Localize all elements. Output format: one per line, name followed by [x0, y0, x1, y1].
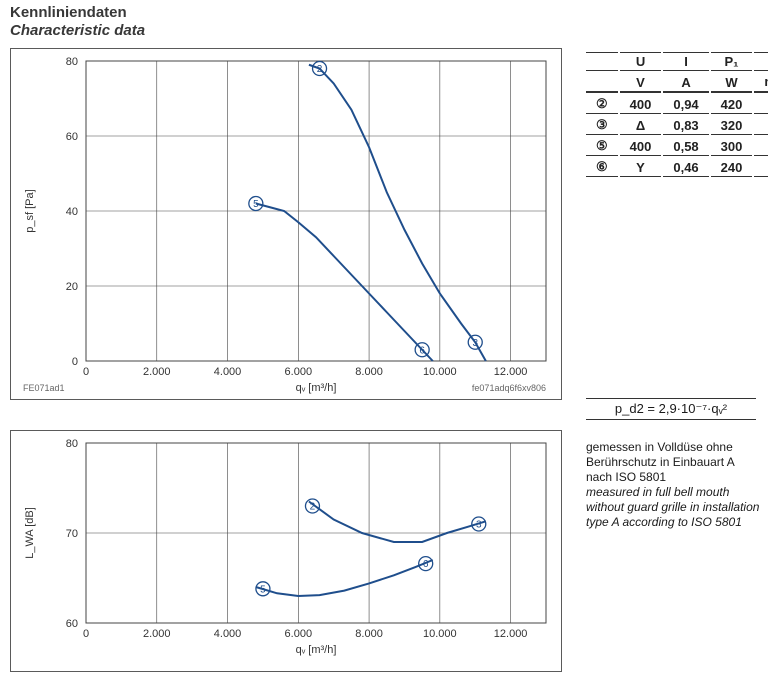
svg-text:60: 60 [66, 131, 78, 143]
col-P: P₁ [711, 52, 753, 71]
svg-text:FE071ad1: FE071ad1 [23, 383, 65, 393]
svg-text:80: 80 [66, 56, 78, 68]
svg-text:3: 3 [476, 520, 482, 531]
svg-text:6.000: 6.000 [285, 628, 313, 640]
table-row: ⑤4000,58300510 [586, 137, 768, 156]
svg-text:12.000: 12.000 [494, 628, 528, 640]
svg-text:3: 3 [472, 338, 478, 349]
svg-text:12.000: 12.000 [494, 366, 528, 378]
svg-text:8.000: 8.000 [355, 366, 383, 378]
title-en: Characteristic data [10, 22, 145, 39]
svg-text:5: 5 [253, 199, 259, 210]
svg-text:4.000: 4.000 [214, 628, 242, 640]
svg-text:fe071adq6f6xv806: fe071adq6f6xv806 [472, 383, 546, 393]
table-row: ⑥Y0,46240600 [586, 158, 768, 177]
unit-U: V [620, 73, 662, 93]
unit-P: W [711, 73, 753, 93]
svg-text:2.000: 2.000 [143, 628, 171, 640]
characteristic-table: U I P₁ n V A W min⁻¹ ②4000,94420680 ③Δ0,8… [584, 50, 768, 179]
svg-text:0: 0 [83, 366, 89, 378]
pressure-chart: 0 2.000 4.000 6.000 8.000 10.000 12.000 0 20 40 60… [10, 48, 562, 400]
formula-box: p_d2 = 2,9·10⁻⁷·qᵥ² [586, 398, 756, 420]
svg-text:L_WA [dB]: L_WA [dB] [24, 507, 36, 559]
svg-text:6.000: 6.000 [285, 366, 313, 378]
svg-text:6: 6 [423, 559, 429, 570]
table-row: ②4000,94420680 [586, 95, 768, 114]
unit-I: A [663, 73, 708, 93]
svg-text:4.000: 4.000 [214, 366, 242, 378]
title-de: Kennliniendaten [10, 4, 127, 21]
col-I: I [663, 52, 708, 71]
unit-n: min⁻¹ [754, 73, 768, 93]
svg-text:5: 5 [260, 584, 266, 595]
svg-text:0: 0 [72, 356, 78, 368]
svg-text:10.000: 10.000 [423, 628, 457, 640]
svg-text:8.000: 8.000 [355, 628, 383, 640]
svg-text:2.000: 2.000 [143, 366, 171, 378]
svg-text:20: 20 [66, 281, 78, 293]
svg-text:80: 80 [66, 438, 78, 450]
svg-text:qᵥ [m³/h]: qᵥ [m³/h] [296, 382, 337, 394]
table-row: ③Δ0,83320700 [586, 116, 768, 135]
svg-text:0: 0 [83, 628, 89, 640]
svg-text:2: 2 [310, 502, 316, 513]
svg-text:2: 2 [317, 64, 323, 75]
svg-text:qᵥ [m³/h]: qᵥ [m³/h] [296, 644, 337, 656]
svg-text:p_sf [Pa]: p_sf [Pa] [24, 189, 36, 232]
note-de: gemessen in Volldüse ohne Berührschutz i… [586, 440, 734, 484]
col-n: n [754, 52, 768, 71]
svg-text:6: 6 [419, 345, 425, 356]
svg-text:70: 70 [66, 528, 78, 540]
svg-text:40: 40 [66, 206, 78, 218]
col-U: U [620, 52, 662, 71]
sound-chart: 0 2.000 4.000 6.000 8.000 10.000 12.000 60 70 80 q… [10, 430, 562, 672]
svg-text:10.000: 10.000 [423, 366, 457, 378]
svg-text:60: 60 [66, 618, 78, 630]
note-en: measured in full bell mouth without guar… [586, 485, 759, 529]
measurement-note: gemessen in Volldüse ohne Berührschutz i… [586, 440, 762, 530]
